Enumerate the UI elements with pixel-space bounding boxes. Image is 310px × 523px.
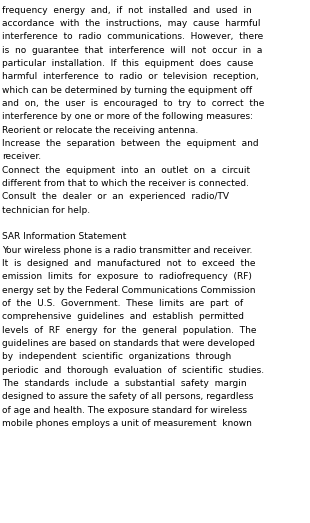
- Text: Reorient or relocate the receiving antenna.: Reorient or relocate the receiving anten…: [2, 126, 198, 134]
- Text: guidelines are based on standards that were developed: guidelines are based on standards that w…: [2, 339, 255, 348]
- Text: which can be determined by turning the equipment off: which can be determined by turning the e…: [2, 86, 252, 95]
- Text: periodic  and  thorough  evaluation  of  scientific  studies.: periodic and thorough evaluation of scie…: [2, 366, 264, 374]
- Text: interference by one or more of the following measures:: interference by one or more of the follo…: [2, 112, 253, 121]
- Text: Your wireless phone is a radio transmitter and receiver.: Your wireless phone is a radio transmitt…: [2, 246, 252, 255]
- Text: of age and health. The exposure standard for wireless: of age and health. The exposure standard…: [2, 406, 247, 415]
- Text: different from that to which the receiver is connected.: different from that to which the receive…: [2, 179, 249, 188]
- Text: technician for help.: technician for help.: [2, 206, 90, 214]
- Text: interference  to  radio  communications.  However,  there: interference to radio communications. Ho…: [2, 32, 263, 41]
- Text: SAR Information Statement: SAR Information Statement: [2, 232, 126, 241]
- Text: mobile phones employs a unit of measurement  known: mobile phones employs a unit of measurem…: [2, 419, 252, 428]
- Text: harmful  interference  to  radio  or  television  reception,: harmful interference to radio or televis…: [2, 72, 259, 82]
- Text: receiver.: receiver.: [2, 152, 41, 161]
- Text: comprehensive  guidelines  and  establish  permitted: comprehensive guidelines and establish p…: [2, 312, 244, 321]
- Text: and  on,  the  user  is  encouraged  to  try  to  correct  the: and on, the user is encouraged to try to…: [2, 99, 264, 108]
- Text: levels  of  RF  energy  for  the  general  population.  The: levels of RF energy for the general popu…: [2, 326, 256, 335]
- Text: Consult  the  dealer  or  an  experienced  radio/TV: Consult the dealer or an experienced rad…: [2, 192, 229, 201]
- Text: Increase  the  separation  between  the  equipment  and: Increase the separation between the equi…: [2, 139, 259, 148]
- Text: energy set by the Federal Communications Commission: energy set by the Federal Communications…: [2, 286, 255, 294]
- Text: frequency  energy  and,  if  not  installed  and  used  in: frequency energy and, if not installed a…: [2, 6, 252, 15]
- Text: It  is  designed  and  manufactured  not  to  exceed  the: It is designed and manufactured not to e…: [2, 259, 255, 268]
- Text: emission  limits  for  exposure  to  radiofrequency  (RF): emission limits for exposure to radiofre…: [2, 272, 252, 281]
- Text: of  the  U.S.  Government.  These  limits  are  part  of: of the U.S. Government. These limits are…: [2, 299, 243, 308]
- Text: accordance  with  the  instructions,  may  cause  harmful: accordance with the instructions, may ca…: [2, 19, 260, 28]
- Text: by  independent  scientific  organizations  through: by independent scientific organizations …: [2, 353, 231, 361]
- Text: Connect  the  equipment  into  an  outlet  on  a  circuit: Connect the equipment into an outlet on …: [2, 166, 250, 175]
- Text: designed to assure the safety of all persons, regardless: designed to assure the safety of all per…: [2, 392, 253, 401]
- Text: particular  installation.  If  this  equipment  does  cause: particular installation. If this equipme…: [2, 59, 253, 68]
- Text: The  standards  include  a  substantial  safety  margin: The standards include a substantial safe…: [2, 379, 247, 388]
- Text: is  no  guarantee  that  interference  will  not  occur  in  a: is no guarantee that interference will n…: [2, 46, 262, 55]
